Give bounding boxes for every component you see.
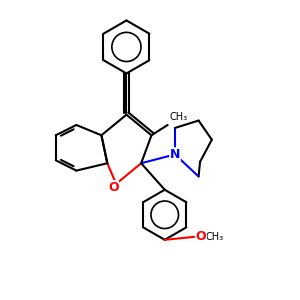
Text: CH₃: CH₃ xyxy=(206,232,224,242)
Text: CH₃: CH₃ xyxy=(169,112,187,122)
Text: O: O xyxy=(196,230,206,243)
Text: N: N xyxy=(170,148,180,161)
Text: O: O xyxy=(108,181,119,194)
